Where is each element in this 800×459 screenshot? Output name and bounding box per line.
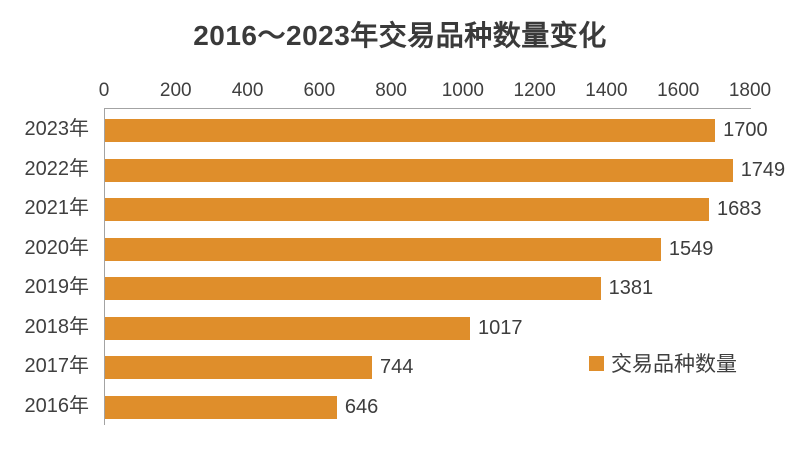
x-axis-tick-label: 1200 bbox=[513, 80, 556, 101]
value-label: 744 bbox=[380, 356, 414, 378]
bar-row: 1017 bbox=[105, 309, 751, 349]
y-axis-category-labels: 2023年 2022年 2021年 2020年 2019年 2018年 2017年 2016年 bbox=[0, 108, 96, 424]
value-label: 1700 bbox=[723, 119, 768, 141]
bar-row: 1549 bbox=[105, 230, 751, 270]
x-axis-tick-label: 1600 bbox=[657, 80, 700, 101]
value-label: 1549 bbox=[668, 237, 714, 260]
value-label: 646 bbox=[344, 395, 379, 418]
x-axis-tick-label: 1800 bbox=[728, 80, 772, 101]
x-axis-tick-label: 800 bbox=[375, 80, 407, 101]
category-label: 2023年 bbox=[24, 118, 90, 140]
value-bar bbox=[105, 158, 733, 182]
category-label: 2021年 bbox=[24, 197, 90, 219]
bar-row: 646 bbox=[105, 388, 751, 428]
category-label: 2018年 bbox=[24, 315, 90, 338]
value-bar bbox=[105, 356, 372, 379]
value-bar bbox=[105, 316, 470, 340]
legend-label: 交易品种数量 bbox=[611, 353, 737, 376]
value-bar bbox=[105, 395, 337, 419]
value-bar bbox=[105, 277, 601, 300]
category-label: 2016年 bbox=[24, 394, 90, 417]
x-axis-tick-label: 400 bbox=[231, 80, 264, 101]
value-label: 1683 bbox=[717, 198, 762, 220]
value-bar bbox=[105, 119, 716, 142]
category-label: 2020年 bbox=[24, 236, 90, 259]
x-axis-tick-label: 0 bbox=[98, 80, 110, 101]
category-label: 2019年 bbox=[24, 276, 90, 298]
x-axis-tick-label: 600 bbox=[303, 80, 336, 101]
plot-area: 交易品种数量 1700 1749 1683 1549 1381 1017 744 646 bbox=[104, 108, 785, 428]
bar-row: 1683 bbox=[105, 190, 762, 230]
value-bar bbox=[105, 198, 709, 221]
value-bar bbox=[105, 237, 661, 261]
bar-row: 1749 bbox=[105, 151, 785, 191]
x-axis-tick-labels: 0 200 400 600 800 1000 1200 1400 1600 1800 bbox=[0, 80, 800, 102]
chart-title: 2016～2023年交易品种数量变化 bbox=[193, 20, 607, 51]
value-label: 1749 bbox=[740, 158, 786, 181]
category-label: 2022年 bbox=[24, 157, 90, 180]
bar-row: 744 bbox=[105, 348, 751, 388]
x-axis-tick-label: 1000 bbox=[441, 80, 485, 101]
bar-row: 1381 bbox=[105, 269, 751, 309]
legend: 交易品种数量 bbox=[589, 348, 737, 378]
bar-row: 1700 bbox=[105, 111, 768, 151]
category-label: 2017年 bbox=[24, 355, 90, 377]
x-axis-tick-label: 200 bbox=[159, 80, 192, 101]
value-label: 1381 bbox=[608, 277, 654, 299]
value-label: 1017 bbox=[477, 316, 523, 339]
x-axis-tick-label: 1400 bbox=[585, 80, 628, 101]
legend-swatch-icon bbox=[589, 355, 604, 371]
